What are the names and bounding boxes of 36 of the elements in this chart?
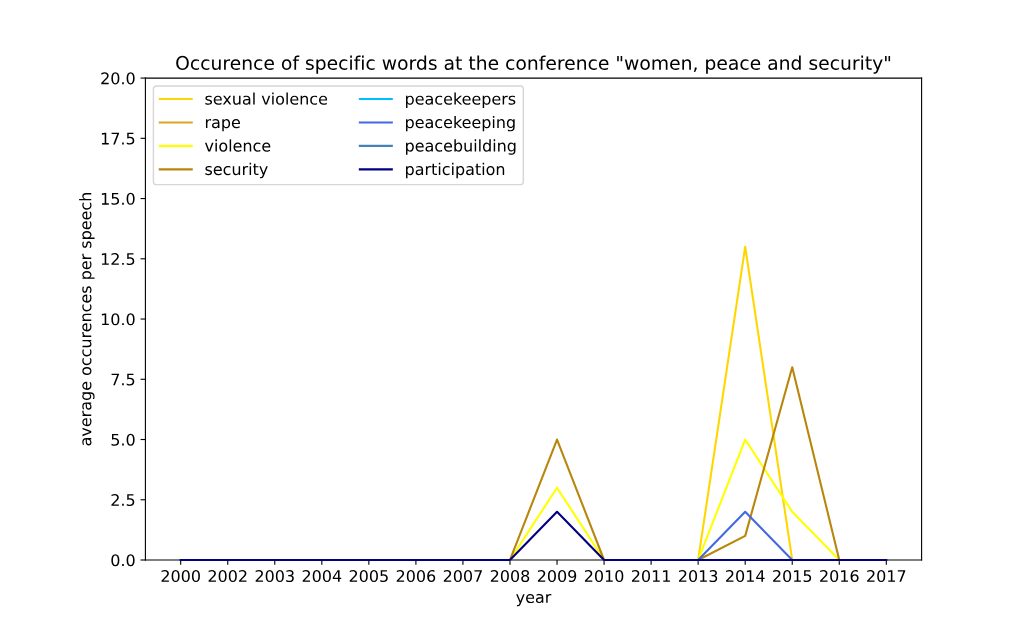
- legend-label: peacebuilding: [406, 139, 516, 155]
- legend-label: security: [205, 162, 268, 179]
- y-tick-label: 2.5: [111, 493, 135, 507]
- legend-label: rape: [205, 119, 240, 132]
- y-tick-label: 17.5: [101, 132, 135, 145]
- x-tick-label: 2014: [726, 570, 765, 583]
- x-tick-label: 2006: [396, 570, 436, 583]
- x-tick-label: 2007: [443, 570, 482, 583]
- x-tick-label: 2008: [490, 570, 530, 583]
- x-tick-label: 2003: [255, 570, 294, 583]
- y-tick-label: 0.0: [111, 554, 135, 567]
- y-tick-label: 15.0: [101, 192, 135, 205]
- x-tick-label: 2010: [584, 570, 624, 583]
- x-tick-label: 2013: [679, 570, 718, 583]
- y-tick-label: 7.5: [111, 373, 135, 386]
- x-tick-label: 2009: [537, 570, 577, 583]
- x-tick-label: 2015: [773, 570, 812, 583]
- legend-label: peacekeepers: [406, 92, 516, 108]
- legend-label: violence: [204, 139, 271, 152]
- x-tick-label: 2017: [867, 570, 906, 583]
- x-axis-title: year: [516, 593, 552, 607]
- y-tick-label: 5.0: [111, 433, 135, 446]
- y-axis-title: average occurences per speech: [79, 193, 95, 446]
- x-tick-label: 2002: [208, 570, 247, 583]
- x-tick-label: 2000: [161, 570, 200, 583]
- legend-label: participation: [406, 162, 505, 179]
- x-tick-label: 2005: [349, 570, 388, 583]
- legend-label: sexual violence: [205, 92, 328, 105]
- y-tick-label: 12.5: [101, 253, 135, 266]
- x-tick-label: 2011: [631, 570, 670, 583]
- x-tick-label: 2004: [302, 570, 342, 583]
- chart-title: Occurence of specific words at the conference "women, peace and security": [176, 55, 891, 74]
- y-tick-label: 10.0: [101, 313, 135, 326]
- y-tick-label: 20.0: [101, 72, 135, 85]
- x-tick-label: 2016: [820, 570, 859, 583]
- legend-label: peacekeeping: [406, 115, 515, 132]
